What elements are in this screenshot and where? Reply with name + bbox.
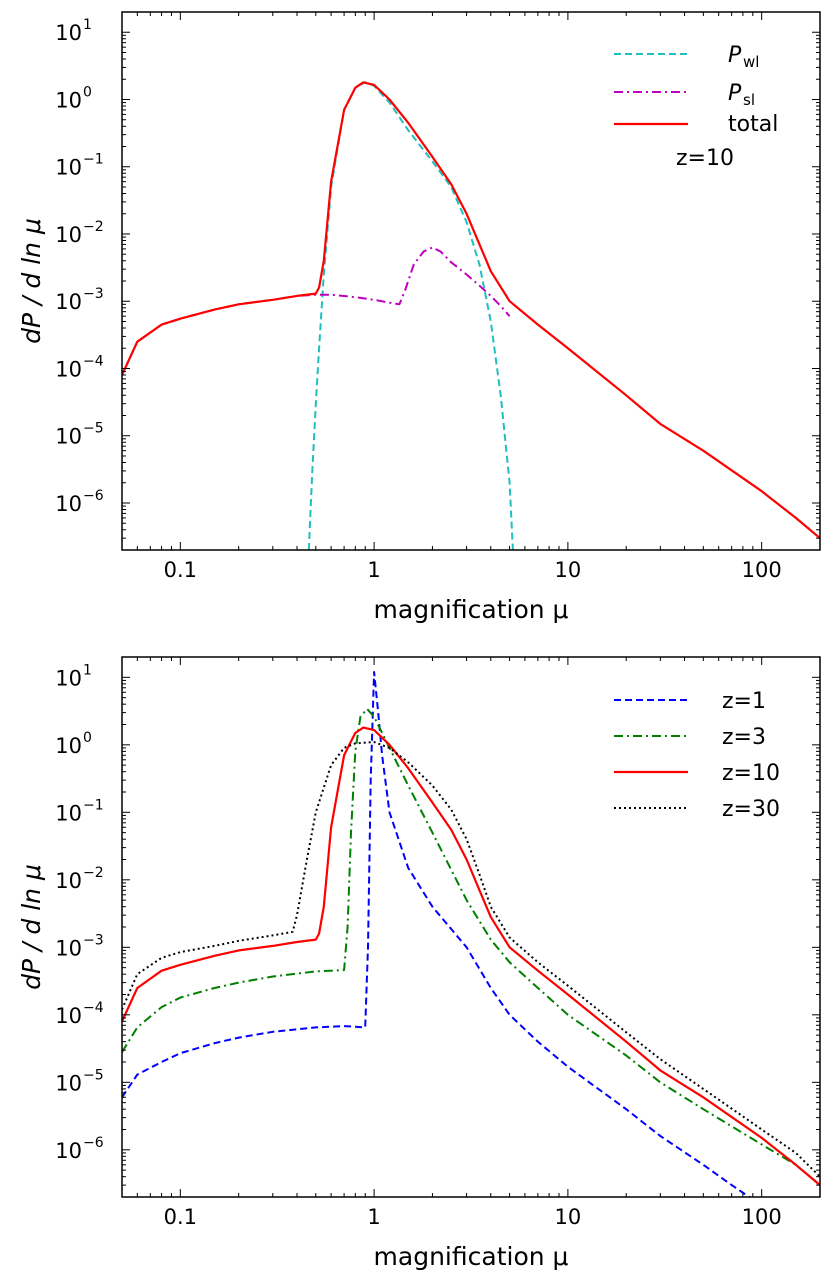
top-series-group xyxy=(122,81,820,550)
y-tick-label: 10 xyxy=(55,869,82,893)
x-tick-label: 10 xyxy=(555,1205,582,1229)
y-tick-label: 10 xyxy=(55,1071,82,1095)
legend-label-z1: z=1 xyxy=(722,689,766,714)
top-legend: P wl P sl total z=10 xyxy=(614,43,778,171)
y-tick-exponent: −4 xyxy=(83,1000,104,1016)
top-plot-frame xyxy=(121,11,821,551)
y-tick-label: 10 xyxy=(55,425,82,449)
series-line-z-1 xyxy=(122,671,752,1197)
y-tick-label: 10 xyxy=(55,357,82,381)
y-tick-exponent: 0 xyxy=(83,84,92,100)
y-tick-exponent: 1 xyxy=(83,17,92,33)
y-tick-exponent: −6 xyxy=(83,488,104,504)
y-tick-label: 10 xyxy=(55,156,82,180)
y-tick-exponent: −2 xyxy=(83,865,104,881)
bottom-series-group xyxy=(122,671,820,1197)
x-tick-label: 100 xyxy=(742,1205,782,1229)
y-tick-label: 10 xyxy=(55,88,82,112)
y-tick-label: 10 xyxy=(55,801,82,825)
x-tick-label: 1 xyxy=(367,1205,380,1229)
y-tick-label: 10 xyxy=(55,223,82,247)
y-tick-exponent: −3 xyxy=(83,286,104,302)
legend-label-p-wl: P xyxy=(728,43,742,68)
x-tick-label: 0.1 xyxy=(164,558,197,582)
series-line-p-wl xyxy=(307,81,514,550)
x-tick-label: 0.1 xyxy=(164,1205,197,1229)
legend-label-z3: z=3 xyxy=(722,725,766,750)
legend-sub-p-sl: sl xyxy=(743,91,755,109)
y-tick-label: 10 xyxy=(55,734,82,758)
y-tick-label: 10 xyxy=(55,1004,82,1028)
bottom-x-axis-label: magnification μ xyxy=(374,1242,569,1271)
y-tick-exponent: −4 xyxy=(83,353,104,369)
legend-sub-p-wl: wl xyxy=(743,53,759,71)
series-line-p-sl xyxy=(122,246,511,376)
x-tick-label: 10 xyxy=(555,558,582,582)
series-line-z-3 xyxy=(122,707,820,1186)
y-tick-exponent: −1 xyxy=(83,152,104,168)
x-tick-label: 100 xyxy=(742,558,782,582)
y-tick-label: 10 xyxy=(55,666,82,690)
y-tick-exponent: −3 xyxy=(83,932,104,948)
series-line-total xyxy=(122,81,820,540)
legend-label-z30: z=30 xyxy=(722,797,780,822)
legend-label-p-sl: P xyxy=(728,81,742,106)
y-tick-exponent: −2 xyxy=(83,219,104,235)
y-tick-exponent: −5 xyxy=(83,421,104,437)
bottom-legend: z=1 z=3 z=10 z=30 xyxy=(614,689,780,822)
y-tick-exponent: 1 xyxy=(83,662,92,678)
y-tick-label: 10 xyxy=(55,21,82,45)
y-tick-exponent: −1 xyxy=(83,797,104,813)
top-x-axis-label: magnification μ xyxy=(374,595,569,624)
legend-label-total: total xyxy=(728,112,778,137)
y-tick-label: 10 xyxy=(55,936,82,960)
y-tick-label: 10 xyxy=(55,1139,82,1163)
y-tick-label: 10 xyxy=(55,290,82,314)
y-tick-exponent: −6 xyxy=(83,1135,104,1151)
x-tick-label: 1 xyxy=(367,558,380,582)
bottom-plot-frame xyxy=(121,656,821,1198)
series-line-z-10 xyxy=(122,726,820,1186)
y-tick-exponent: −5 xyxy=(83,1067,104,1083)
legend-label-z10: z=10 xyxy=(722,761,780,786)
bottom-y-axis-label: dP / d ln μ xyxy=(17,864,46,990)
y-tick-label: 10 xyxy=(55,492,82,516)
top-y-axis-label: dP / d ln μ xyxy=(17,218,46,344)
series-line-z-30 xyxy=(122,741,820,1178)
annotation-z10: z=10 xyxy=(676,146,734,171)
y-tick-exponent: 0 xyxy=(83,730,92,746)
